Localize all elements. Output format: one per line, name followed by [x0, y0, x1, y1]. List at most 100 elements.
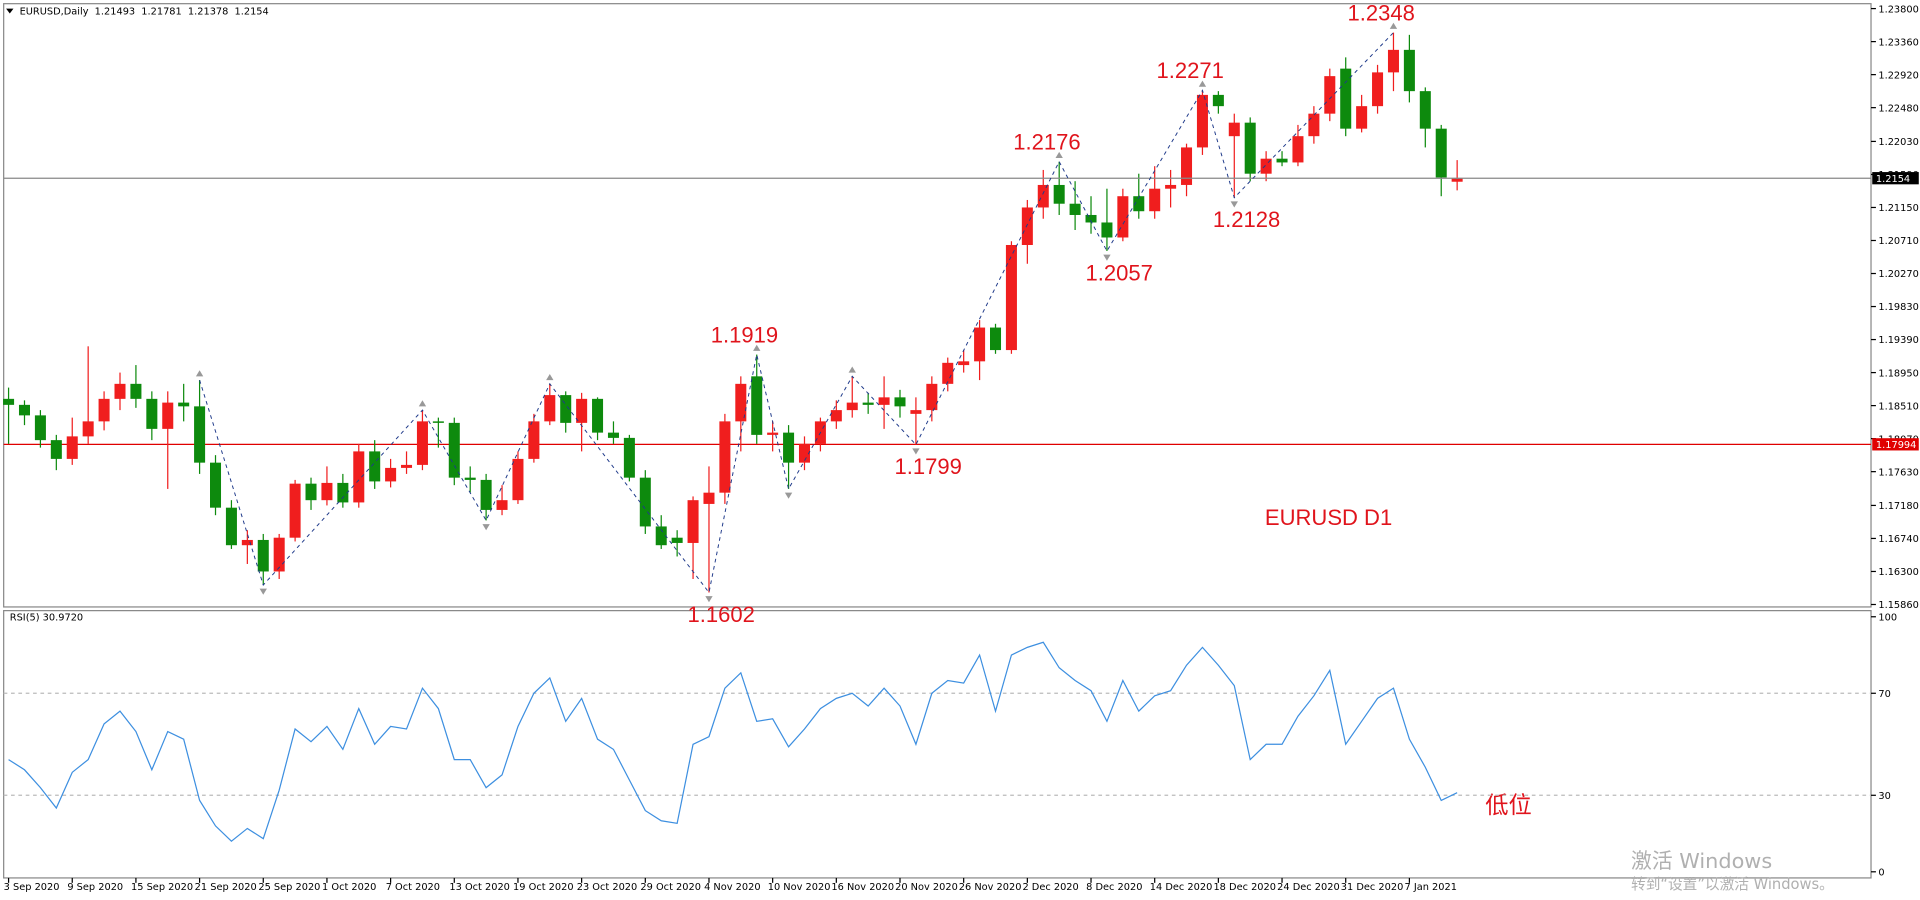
candle-body — [225, 507, 237, 546]
candle-body — [1117, 196, 1129, 238]
candle-body — [194, 406, 206, 463]
pivot-arrow — [195, 370, 204, 377]
x-tick-label: 16 Nov 2020 — [831, 882, 894, 893]
candle-body — [1101, 222, 1113, 238]
pivot-arrow — [1230, 201, 1238, 208]
candle-body — [1387, 49, 1399, 73]
y-tick-label: 1.23800 — [1878, 4, 1918, 15]
candle-body — [162, 402, 174, 429]
candle-body — [767, 432, 779, 435]
y-tick-label: 1.15860 — [1878, 600, 1918, 611]
pivot-label: 1.2057 — [1085, 260, 1152, 285]
candle-body — [1356, 106, 1368, 129]
candle-body — [464, 477, 476, 480]
candle-body — [130, 383, 142, 399]
candle-body — [1021, 207, 1033, 245]
x-tick-label: 18 Dec 2020 — [1213, 882, 1276, 893]
y-tick-label: 1.18950 — [1878, 368, 1918, 379]
pivot-arrow — [1103, 254, 1111, 261]
watermark: 激活 Windows — [1631, 849, 1772, 873]
y-tick-label: 1.19390 — [1878, 335, 1918, 346]
pivot-label: 1.1799 — [894, 454, 961, 479]
y-tick-label: 0 — [1878, 867, 1884, 878]
x-tick-label: 21 Sep 2020 — [195, 882, 257, 893]
y-tick-label: 1.16300 — [1878, 567, 1918, 578]
x-tick-label: 2 Dec 2020 — [1022, 882, 1078, 893]
candle-body — [3, 398, 15, 405]
candle-body — [862, 402, 874, 405]
y-tick-label: 1.18510 — [1878, 401, 1918, 412]
x-tick-label: 25 Sep 2020 — [258, 882, 320, 893]
pivot-label: 1.2348 — [1348, 0, 1415, 25]
candle-body — [432, 421, 444, 423]
level-label-box — [1872, 438, 1919, 451]
y-tick-label: 30 — [1878, 791, 1890, 802]
candle-body — [210, 462, 222, 508]
candle-body — [687, 500, 699, 543]
candle-body — [82, 421, 94, 437]
y-tick-label: 1.22920 — [1878, 70, 1918, 81]
y-tick-label: 1.16740 — [1878, 534, 1918, 545]
candle-body — [1260, 158, 1272, 174]
x-tick-label: 26 Nov 2020 — [959, 882, 1022, 893]
x-tick-label: 19 Oct 2020 — [513, 882, 574, 893]
candle-body — [1228, 122, 1240, 137]
pivot-arrow — [259, 588, 267, 595]
candle-body — [1085, 214, 1097, 223]
level-label: 1.17994 — [1876, 440, 1916, 451]
candle-body — [735, 383, 747, 422]
x-tick-label: 9 Sep 2020 — [67, 882, 123, 893]
header-high: 1.21781 — [141, 7, 181, 18]
candle-body — [289, 483, 301, 538]
candle-body — [623, 437, 635, 478]
candle-body — [273, 537, 285, 572]
pivot-arrow — [784, 492, 793, 499]
rsi-title: RSI(5) 30.9720 — [10, 612, 83, 623]
candle-body — [990, 327, 1002, 351]
y-tick-label: 100 — [1878, 612, 1897, 623]
candle-body — [1005, 244, 1017, 351]
candle-body — [353, 451, 365, 503]
candle-body — [369, 451, 381, 482]
zigzag-line — [199, 32, 1394, 594]
y-tick-label: 1.22030 — [1878, 137, 1918, 148]
candle-body — [607, 432, 619, 438]
current-price-label: 1.2154 — [1876, 174, 1910, 185]
candle-body — [66, 436, 78, 459]
header-close: 1.2154 — [235, 7, 269, 18]
x-tick-label: 3 Sep 2020 — [4, 882, 60, 893]
candle-body — [50, 440, 62, 459]
candle-body — [1451, 178, 1463, 182]
candle-body — [1419, 91, 1431, 129]
candle-body — [544, 395, 556, 422]
y-tick-label: 1.17630 — [1878, 467, 1918, 478]
y-tick-label: 1.23360 — [1878, 37, 1918, 48]
candle-body — [639, 477, 651, 527]
current-price-box — [1872, 172, 1919, 185]
candle-body — [1165, 184, 1177, 189]
candle-body — [241, 539, 253, 546]
y-tick-label: 1.21150 — [1878, 203, 1918, 214]
candle-body — [1340, 68, 1352, 129]
pivot-arrow — [1055, 151, 1063, 159]
candle-body — [1037, 184, 1049, 208]
candle-body — [448, 422, 460, 478]
x-tick-label: 20 Nov 2020 — [895, 882, 958, 893]
candle-body — [1324, 76, 1336, 114]
candle-body — [98, 398, 110, 422]
x-tick-label: 29 Oct 2020 — [640, 882, 701, 893]
candle-body — [1276, 158, 1288, 163]
candle-body — [480, 479, 492, 510]
candle-body — [576, 398, 588, 423]
candle-body — [305, 483, 317, 501]
candle-body — [18, 404, 30, 416]
x-tick-label: 14 Dec 2020 — [1150, 882, 1213, 893]
candle-body — [1149, 188, 1161, 212]
candle-body — [1212, 94, 1224, 107]
candle-body — [528, 421, 540, 459]
candle-body — [337, 482, 349, 503]
pivot-arrow — [753, 344, 761, 351]
candle-body — [1244, 122, 1256, 174]
